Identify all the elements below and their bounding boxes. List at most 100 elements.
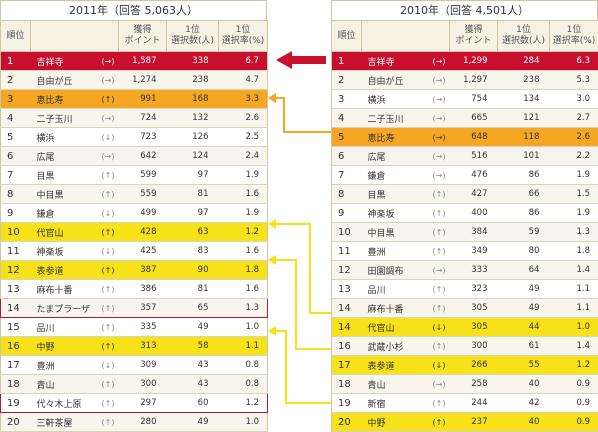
first-choice-rate: 1.3 [219, 299, 268, 318]
trend-indicator: (↑) [424, 204, 450, 223]
trend-indicator: (→) [93, 147, 119, 166]
first-choice-count: 101 [498, 147, 550, 166]
rank-cell: 20 [1, 413, 31, 432]
points-cell: 335 [119, 318, 167, 337]
area-name: 鎌倉 [31, 204, 93, 223]
first-choice-rate: 1.0 [219, 318, 268, 337]
first-choice-rate: 1.0 [219, 413, 268, 432]
first-choice-count: 168 [167, 90, 219, 109]
points-cell: 516 [450, 147, 498, 166]
first-choice-rate: 1.8 [550, 242, 598, 261]
area-name: 表参道 [31, 261, 93, 280]
rank-cell: 18 [332, 375, 362, 394]
area-name: 吉祥寺 [362, 52, 424, 71]
first-choice-count: 58 [167, 337, 219, 356]
area-name: 青山 [31, 375, 93, 394]
first-choice-rate: 1.6 [219, 280, 268, 299]
trend-indicator: (↓) [93, 128, 119, 147]
area-name: 二子玉川 [362, 109, 424, 128]
first-choice-count: 97 [167, 204, 219, 223]
rank-cell: 3 [1, 90, 31, 109]
first-choice-rate: 2.7 [550, 109, 598, 128]
first-choice-rate: 1.3 [550, 223, 598, 242]
points-cell: 476 [450, 166, 498, 185]
area-name: 中目黒 [31, 185, 93, 204]
points-cell: 300 [119, 375, 167, 394]
points-cell: 1,299 [450, 52, 498, 71]
trend-indicator: (↑) [93, 394, 119, 413]
rank-cell: 8 [332, 185, 362, 204]
points-cell: 305 [450, 299, 498, 318]
points-cell: 559 [119, 185, 167, 204]
area-name: 中野 [362, 413, 424, 432]
trend-indicator: (↑) [93, 280, 119, 299]
first-choice-count: 65 [167, 299, 219, 318]
points-cell: 1,274 [119, 71, 167, 90]
first-choice-rate: 2.6 [550, 128, 598, 147]
connector-ebisu-arrowhead-icon [268, 93, 276, 103]
trend-indicator: (↑) [93, 318, 119, 337]
trend-indicator: (↓) [424, 318, 450, 337]
trend-indicator: (→) [424, 71, 450, 90]
rank-cell: 7 [1, 166, 31, 185]
first-choice-rate: 1.2 [219, 223, 268, 242]
rank-cell: 6 [1, 147, 31, 166]
first-choice-rate: 0.9 [550, 375, 598, 394]
points-cell: 599 [119, 166, 167, 185]
header-rank: 順位 [1, 21, 31, 52]
panel-title-2010: 2010年（回答 4,501人） [331, 0, 598, 20]
connector-daikanyama-arrowhead-icon [268, 219, 276, 229]
first-choice-rate: 1.8 [219, 261, 268, 280]
first-choice-count: 49 [167, 318, 219, 337]
trend-indicator: (→) [424, 375, 450, 394]
first-choice-count: 40 [498, 375, 550, 394]
points-cell: 313 [119, 337, 167, 356]
rank-cell: 13 [332, 280, 362, 299]
points-cell: 357 [119, 299, 167, 318]
rank-cell: 10 [1, 223, 31, 242]
first-choice-count: 284 [498, 52, 550, 71]
first-choice-count: 42 [498, 394, 550, 413]
area-name: 鎌倉 [362, 166, 424, 185]
points-cell: 305 [450, 318, 498, 337]
connector-nakano-arrowhead-icon [268, 326, 276, 336]
points-cell: 499 [119, 204, 167, 223]
area-name: 中目黒 [362, 223, 424, 242]
trend-indicator: (↑) [424, 185, 450, 204]
first-choice-rate: 1.9 [219, 166, 268, 185]
trend-indicator: (↑) [424, 299, 450, 318]
first-choice-rate: 2.4 [219, 147, 268, 166]
first-choice-count: 97 [167, 166, 219, 185]
rank-cell: 12 [1, 261, 31, 280]
ranking-2010-panel: 2010年（回答 4,501人） 順位 獲得 ポイント 1位 選択数(人) 1位… [331, 0, 598, 412]
connector-ebisu [272, 98, 331, 132]
first-choice-rate: 6.3 [550, 52, 598, 71]
trend-indicator: (↑) [93, 375, 119, 394]
points-cell: 258 [450, 375, 498, 394]
points-cell: 1,297 [450, 71, 498, 90]
first-choice-count: 40 [498, 413, 550, 432]
first-choice-rate: 1.1 [550, 299, 598, 318]
points-cell: 428 [119, 223, 167, 242]
first-choice-count: 66 [498, 185, 550, 204]
table-header-row: 順位 獲得 ポイント 1位 選択数(人) 1位 選択率(%) [1, 21, 268, 52]
rank-cell: 14 [332, 318, 362, 337]
first-choice-count: 238 [167, 71, 219, 90]
points-cell: 991 [119, 90, 167, 109]
area-name: 自由が丘 [362, 71, 424, 90]
points-cell: 425 [119, 242, 167, 261]
points-cell: 349 [450, 242, 498, 261]
trend-indicator: (→) [93, 52, 119, 71]
